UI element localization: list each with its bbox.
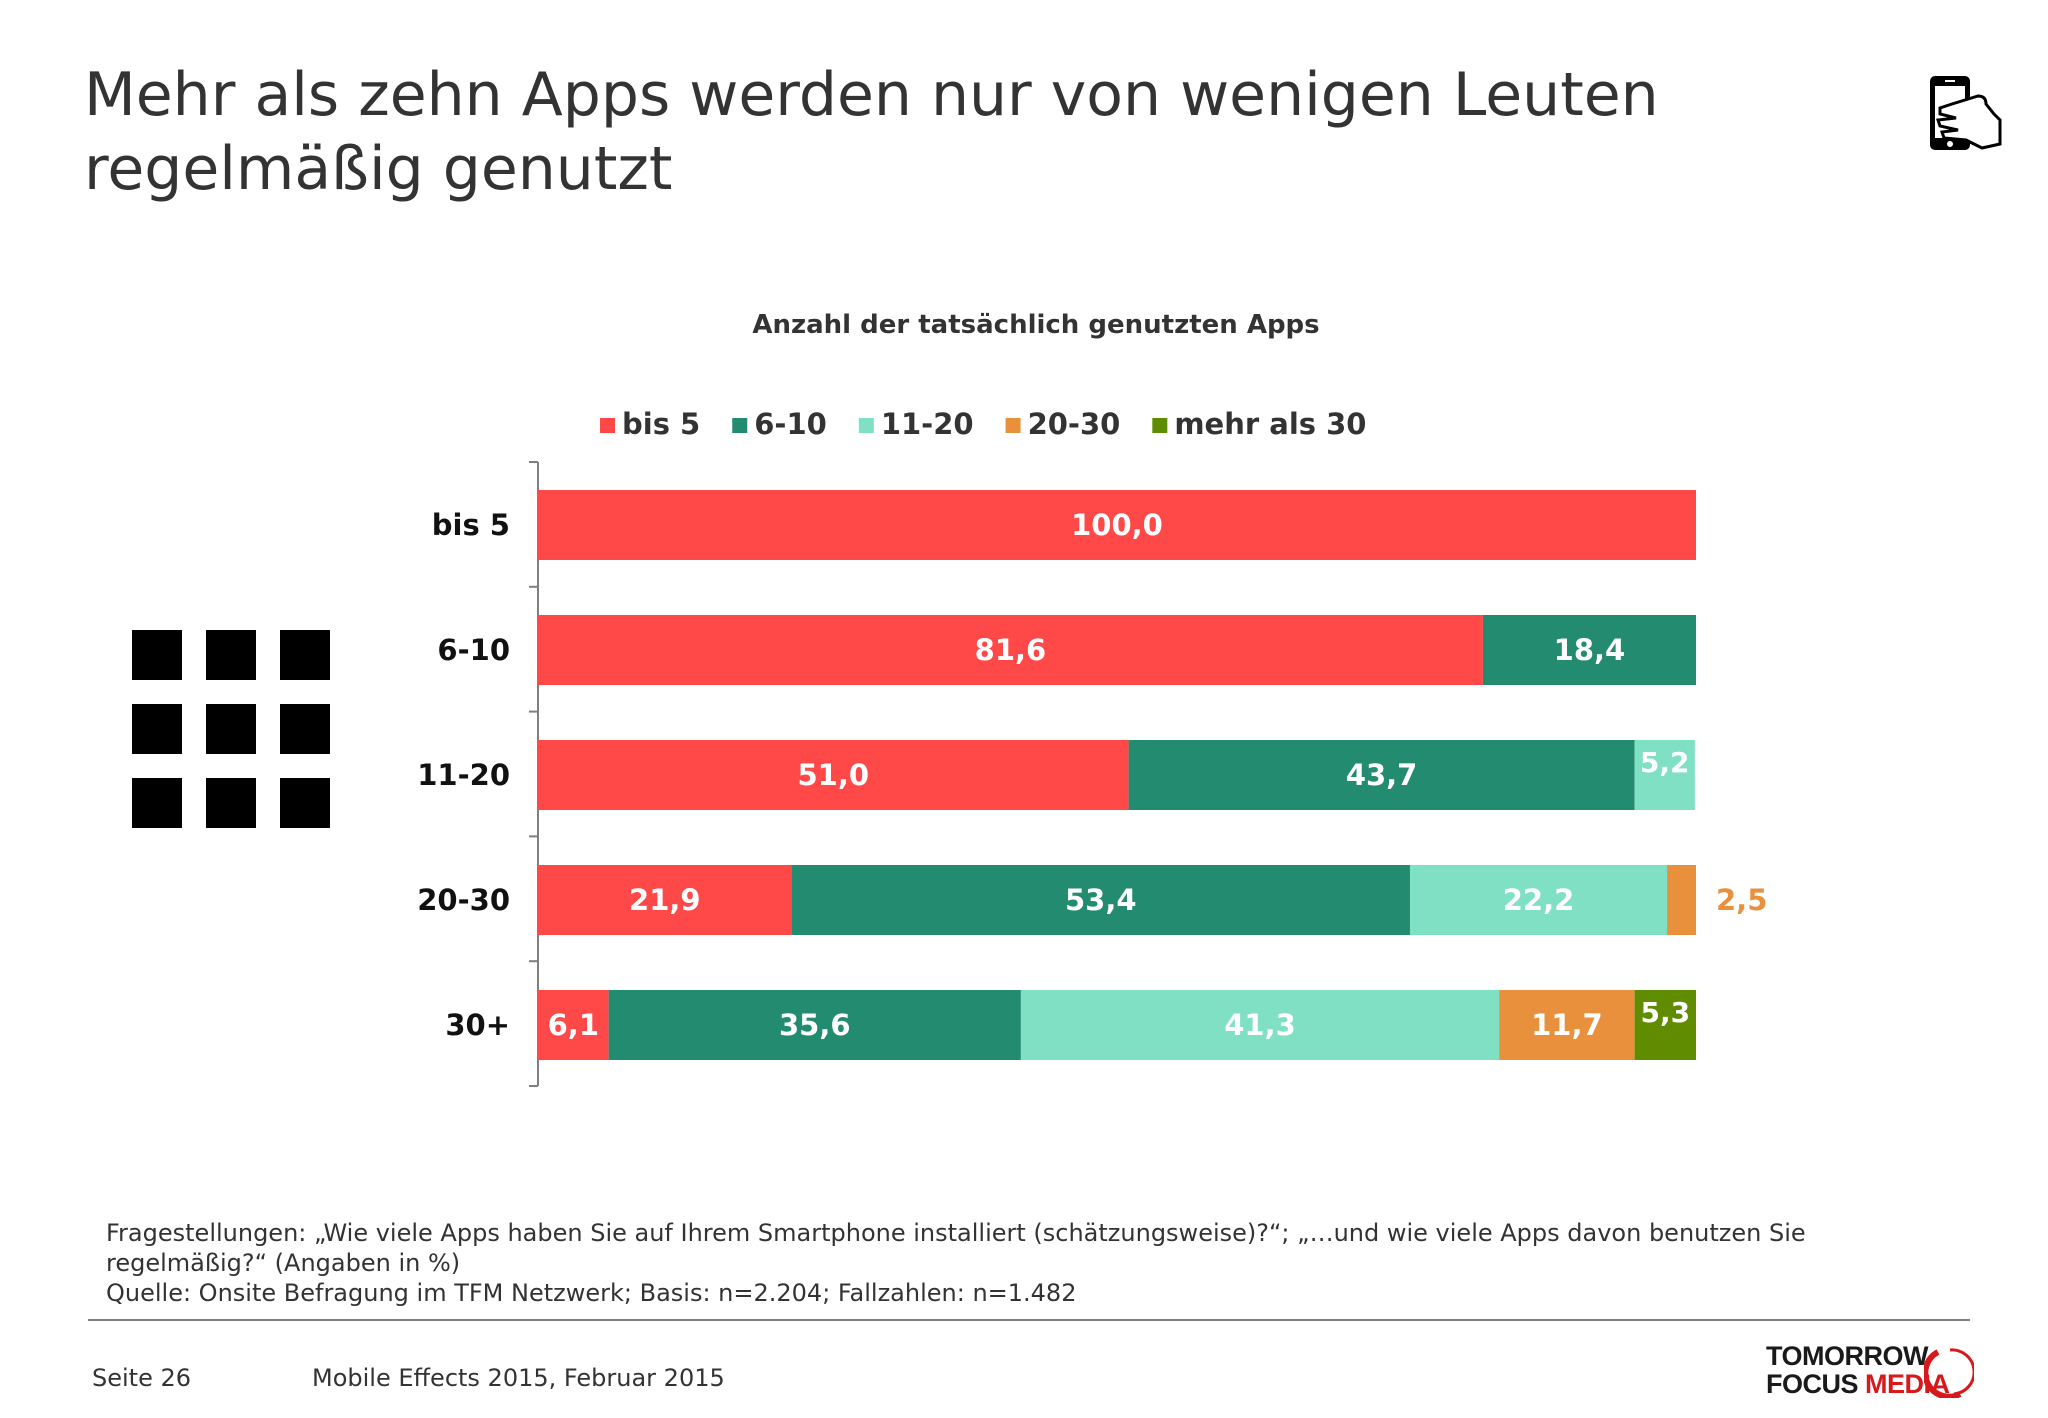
bar-20-30-6-10 — [791, 865, 1410, 935]
category-label-20-30: 20-30 — [417, 883, 510, 917]
data-label: 21,9 — [629, 883, 701, 917]
bars: bis 5 100,0 6-10 81,6 18,4 11-20 51,0 43,7 5,2 20… — [417, 490, 1767, 1060]
bar-20-30-20-30 — [1667, 865, 1696, 935]
data-label: 22,2 — [1503, 883, 1575, 917]
title-line-2: regelmäßig genutzt — [84, 134, 673, 204]
legend-label-6-10: 6-10 — [754, 407, 827, 441]
chart-title: Anzahl der tatsächlich genutzten Apps — [752, 310, 1319, 340]
legend-label-20-30: 20-30 — [1028, 407, 1121, 441]
bar-11-20-11-20 — [1634, 740, 1695, 810]
category-label-bis-5: bis 5 — [432, 508, 510, 542]
legend-label-bis-5: bis 5 — [622, 407, 700, 441]
legend-swatch-bis-5 — [600, 418, 615, 433]
bar-30-bis-5 — [538, 990, 609, 1060]
bar-11-20-6-10 — [1128, 740, 1635, 810]
legend-swatch-20-30 — [1005, 418, 1021, 433]
data-label: 6,1 — [548, 1008, 599, 1042]
chart: Anzahl der tatsächlich genutzten Apps bi… — [417, 310, 1767, 1087]
legend-swatch-mehr-als-30 — [1152, 418, 1168, 433]
category-label-6-10: 6-10 — [437, 633, 510, 667]
data-label: 11,7 — [1531, 1008, 1603, 1042]
logo-line-2a: FOCUS — [1766, 1369, 1859, 1399]
bar-30-11-20 — [1020, 990, 1500, 1060]
report-name: Mobile Effects 2015, Februar 2015 — [312, 1364, 725, 1392]
company-logo: TOMORROW FOCUS MEDIA — [1766, 1342, 1950, 1398]
y-axis — [529, 461, 539, 1087]
bar-6-10-bis-5 — [538, 615, 1483, 685]
bar-30-20-30 — [1499, 990, 1635, 1060]
source-text: Quelle: Onsite Befragung im TFM Netzwerk… — [106, 1279, 1077, 1307]
data-label: 35,6 — [779, 1008, 851, 1042]
bar-20-30-bis-5 — [538, 865, 792, 935]
data-label: 5,3 — [1641, 996, 1691, 1029]
legend-swatch-6-10 — [732, 418, 748, 433]
data-label: 43,7 — [1346, 758, 1418, 792]
category-label-30: 30+ — [445, 1008, 510, 1042]
data-label: 18,4 — [1554, 633, 1626, 667]
bar-30-6-10 — [608, 990, 1021, 1060]
bar-6-10-6-10 — [1482, 615, 1696, 685]
footer-divider — [88, 1319, 1970, 1321]
app-grid-icon — [132, 630, 330, 828]
bar-30-mehr-als-30 — [1634, 990, 1696, 1060]
data-label: 81,6 — [975, 633, 1047, 667]
legend-label-mehr-als-30: mehr als 30 — [1174, 407, 1366, 441]
legend-swatch-11-20 — [858, 418, 874, 433]
logo-line-1: TOMORROW — [1766, 1341, 1928, 1371]
data-label-outside: 2,5 — [1716, 883, 1767, 917]
page-number: Seite 26 — [92, 1364, 192, 1392]
data-label: 100,0 — [1071, 508, 1163, 542]
legend-label-11-20: 11-20 — [881, 407, 974, 441]
page-title: Mehr als zehn Apps werden nur von wenige… — [84, 58, 1884, 206]
category-label-11-20: 11-20 — [417, 758, 510, 792]
data-label: 51,0 — [798, 758, 870, 792]
smartphone-hand-icon — [1930, 76, 2002, 150]
question-text: Fragestellungen: „Wie viele Apps haben S… — [106, 1219, 1806, 1277]
bar-20-30-11-20 — [1409, 865, 1668, 935]
data-label: 41,3 — [1224, 1008, 1296, 1042]
bar-11-20-bis-5 — [538, 740, 1129, 810]
data-label: 5,2 — [1640, 746, 1690, 779]
data-label: 53,4 — [1065, 883, 1137, 917]
title-line-1: Mehr als zehn Apps werden nur von wenige… — [84, 60, 1659, 130]
bar-bis-5-bis-5 — [538, 490, 1696, 560]
logo-mark-icon — [1924, 1348, 1974, 1398]
chart-legend: bis 5 6-10 11-20 20-30 mehr als 30 — [600, 407, 1366, 441]
